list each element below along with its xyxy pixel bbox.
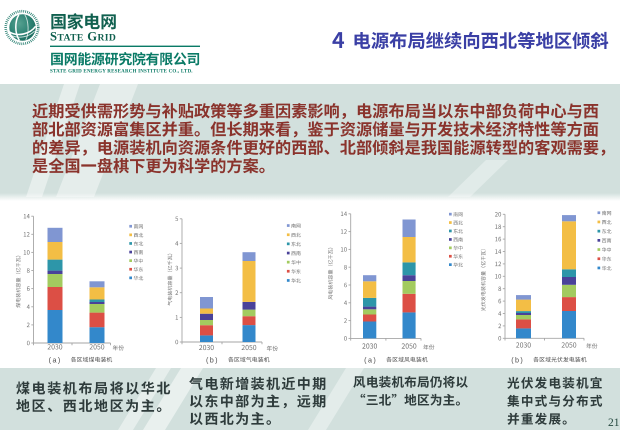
svg-text:(a): (a) [49,355,62,364]
svg-text:STATE GRID ENERGY RESEARCH INS: STATE GRID ENERGY RESEARCH INSTITUTE CO.… [50,69,193,74]
svg-text:(b): (b) [511,355,524,364]
svg-text:21: 21 [608,417,620,429]
svg-text:(a): (a) [364,355,377,364]
svg-text:(b): (b) [206,355,219,364]
svg-text:STATE GRID: STATE GRID [50,29,116,43]
